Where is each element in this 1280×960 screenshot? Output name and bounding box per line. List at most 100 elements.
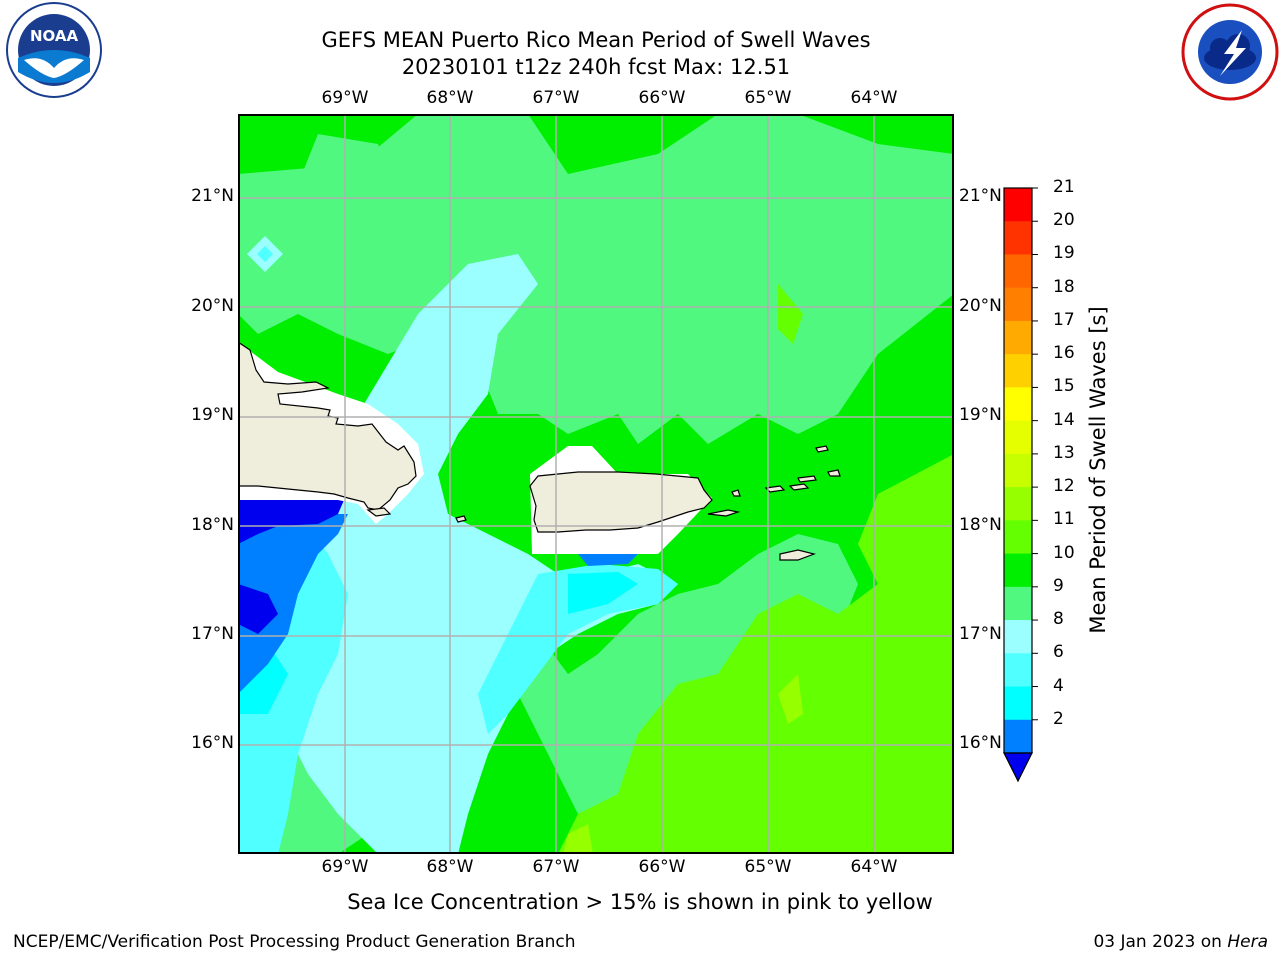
map-title: GEFS MEAN Puerto Rico Mean Period of Swe… bbox=[321, 28, 871, 52]
lat-label-left: 19°N bbox=[191, 405, 234, 425]
lon-label-bottom: 68°W bbox=[426, 857, 474, 877]
lat-label-right: 18°N bbox=[959, 515, 1002, 535]
colorbar-tick-label: 9 bbox=[1053, 575, 1064, 596]
contour-bright-cyan bbox=[568, 572, 638, 614]
colorbar-band bbox=[1004, 520, 1032, 555]
colorbar-extend-arrow bbox=[1003, 752, 1033, 783]
lat-label-right: 21°N bbox=[959, 186, 1002, 206]
colorbar-band bbox=[1004, 387, 1032, 422]
contour-yellow-green bbox=[778, 284, 803, 344]
contour-cyan bbox=[238, 734, 278, 814]
colorbar-band bbox=[1004, 453, 1032, 488]
contour-diamond-center bbox=[257, 246, 273, 262]
contour-yellow-green-12 bbox=[778, 674, 803, 724]
colorbar-tick-label: 12 bbox=[1053, 476, 1075, 497]
colorbar-band bbox=[1004, 653, 1032, 688]
lat-label-right: 19°N bbox=[959, 405, 1002, 425]
land-anegada bbox=[827, 469, 841, 477]
contour-yellow-green bbox=[558, 454, 954, 854]
contour-cyan bbox=[478, 564, 678, 734]
colorbar-title: Mean Period of Swell Waves [s] bbox=[1086, 306, 1110, 634]
contour-light-green bbox=[238, 114, 954, 444]
colorbar-tick-label: 17 bbox=[1053, 309, 1075, 330]
lon-label-top: 65°W bbox=[744, 88, 792, 108]
colorbar-band bbox=[1004, 620, 1032, 654]
contour-light-green bbox=[298, 134, 398, 234]
land-hispaniola bbox=[238, 341, 417, 511]
colorbar-tick-label: 21 bbox=[1053, 177, 1075, 197]
colorbar-band bbox=[1004, 719, 1032, 754]
colorbar-band bbox=[1004, 354, 1032, 388]
colorbar-tick-label: 6 bbox=[1053, 642, 1064, 663]
colorbar-band bbox=[1004, 254, 1032, 289]
colorbar-band bbox=[1004, 287, 1032, 322]
lon-label-top: 69°W bbox=[321, 88, 369, 108]
land-sombrero bbox=[815, 445, 829, 453]
colorbar-tick-label: 16 bbox=[1053, 343, 1075, 364]
colorbar-tick-label: 19 bbox=[1053, 243, 1075, 264]
colorbar-tick-label: 11 bbox=[1053, 509, 1075, 530]
land-puerto-rico bbox=[529, 471, 713, 533]
lon-label-top: 66°W bbox=[638, 88, 686, 108]
land-tortola bbox=[797, 475, 817, 483]
colorbar bbox=[1003, 187, 1038, 783]
contour-light-green bbox=[753, 264, 838, 344]
colorbar-band bbox=[1004, 420, 1032, 455]
sea-ice-note: Sea Ice Concentration > 15% is shown in … bbox=[347, 890, 933, 914]
swell-period-map bbox=[238, 114, 954, 854]
colorbar-band bbox=[1004, 487, 1032, 521]
colorbar-band bbox=[1004, 320, 1032, 355]
nws-logo bbox=[1181, 3, 1279, 101]
footer-host: Hera bbox=[1227, 932, 1268, 952]
lon-label-bottom: 66°W bbox=[638, 857, 686, 877]
lon-label-top: 68°W bbox=[426, 88, 474, 108]
colorbar-tick-label: 15 bbox=[1053, 376, 1075, 397]
contour-blue bbox=[578, 554, 638, 566]
colorbar-tick-label: 13 bbox=[1053, 442, 1075, 463]
lon-label-top: 64°W bbox=[850, 88, 898, 108]
land-vieques bbox=[707, 509, 741, 517]
noaa-logo: NOAA bbox=[6, 2, 102, 98]
land-islet bbox=[366, 507, 392, 517]
noaa-logo-text: NOAA bbox=[30, 27, 79, 45]
contour-blue bbox=[238, 514, 348, 694]
colorbar-band bbox=[1004, 188, 1032, 222]
colorbar-tick-label: 2 bbox=[1053, 708, 1064, 729]
colorbar-band bbox=[1004, 586, 1032, 621]
colorbar-tick-label: 4 bbox=[1053, 675, 1064, 696]
lat-label-right: 20°N bbox=[959, 296, 1002, 316]
lat-label-left: 21°N bbox=[191, 186, 234, 206]
map-frame bbox=[238, 114, 954, 854]
land-islet bbox=[455, 515, 467, 523]
colorbar-band bbox=[1004, 221, 1032, 255]
contour-deep-blue bbox=[238, 500, 344, 544]
colorbar-tick-label: 14 bbox=[1053, 409, 1075, 430]
footer-credit: NCEP/EMC/Verification Post Processing Pr… bbox=[13, 932, 576, 952]
footer-date-text: 03 Jan 2023 on bbox=[1093, 932, 1222, 952]
lat-label-right: 16°N bbox=[959, 733, 1002, 753]
lon-label-bottom: 64°W bbox=[850, 857, 898, 877]
map-subtitle: 20230101 t12z 240h fcst Max: 12.51 bbox=[401, 55, 791, 79]
colorbar-tick-label: 20 bbox=[1053, 210, 1075, 231]
colorbar-tick-label: 8 bbox=[1053, 609, 1064, 630]
lon-label-top: 67°W bbox=[532, 88, 580, 108]
lon-label-bottom: 65°W bbox=[744, 857, 792, 877]
contour-yellow-green-12 bbox=[563, 824, 593, 854]
land-st-john bbox=[788, 483, 810, 491]
colorbar-band bbox=[1004, 686, 1032, 721]
lat-label-left: 16°N bbox=[191, 733, 234, 753]
colorbar-tick-label: 10 bbox=[1053, 542, 1075, 563]
lat-label-left: 18°N bbox=[191, 515, 234, 535]
colorbar-tick-label: 18 bbox=[1053, 276, 1075, 297]
footer-date: 03 Jan 2023 on Hera bbox=[1093, 932, 1268, 952]
lon-label-bottom: 67°W bbox=[532, 857, 580, 877]
colorbar-band bbox=[1004, 553, 1032, 588]
colorbar-frame bbox=[1003, 187, 1033, 754]
graticule bbox=[238, 114, 954, 854]
lat-label-left: 20°N bbox=[191, 296, 234, 316]
contour-light-cyan bbox=[238, 254, 678, 854]
land-culebra bbox=[731, 489, 741, 497]
lon-label-bottom: 69°W bbox=[321, 857, 369, 877]
lat-label-left: 17°N bbox=[191, 624, 234, 644]
contour-deep-blue bbox=[238, 584, 278, 634]
